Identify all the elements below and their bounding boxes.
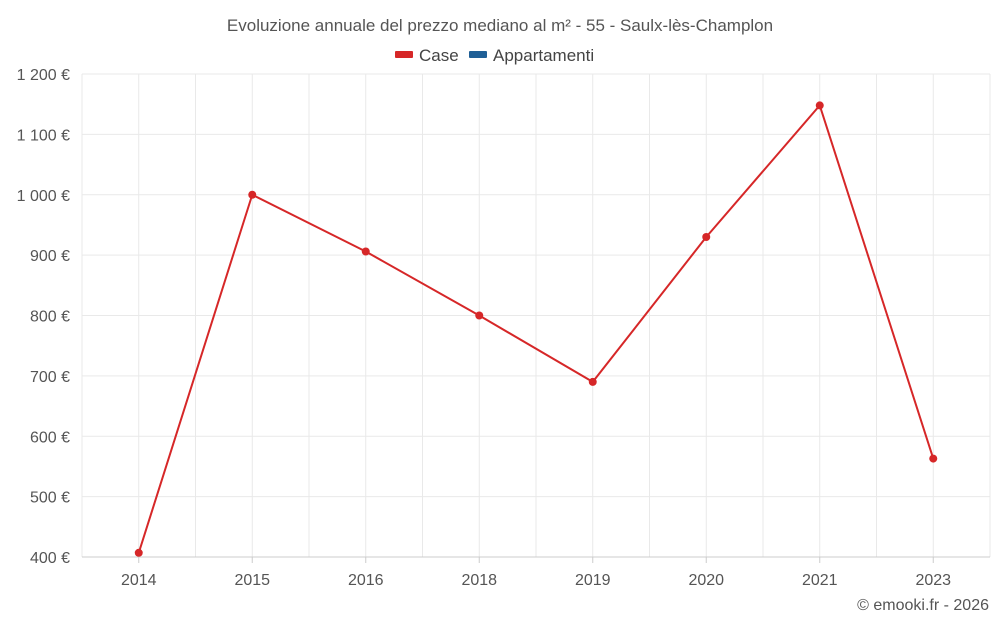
credit-text: © emooki.fr - 2026 (857, 597, 989, 614)
y-tick-label: 1 100 € (17, 127, 70, 144)
x-axis-labels: 2014 2015 2016 2018 2019 2020 2021 2023 (121, 572, 951, 589)
y-tick-label: 500 € (30, 490, 70, 507)
y-tick-label: 1 200 € (17, 67, 70, 84)
data-point-case[interactable] (134, 548, 143, 557)
data-point-case[interactable] (475, 311, 484, 320)
x-tick-label: 2016 (348, 572, 384, 589)
legend-item-case[interactable]: Case (395, 46, 459, 65)
legend: Case Appartamenti (395, 46, 594, 65)
x-tick-label: 2023 (915, 572, 951, 589)
legend-item-appartamenti[interactable]: Appartamenti (469, 46, 594, 65)
y-tick-label: 600 € (30, 429, 70, 446)
legend-swatch-appartamenti (469, 51, 487, 58)
legend-swatch-case (395, 51, 413, 58)
data-point-case[interactable] (702, 233, 711, 242)
legend-label-case: Case (419, 46, 459, 65)
data-point-case[interactable] (815, 101, 824, 110)
x-tick-label: 2021 (802, 572, 838, 589)
y-tick-label: 800 € (30, 309, 70, 326)
data-point-case[interactable] (361, 247, 370, 256)
x-tick-label: 2014 (121, 572, 157, 589)
series-layer (134, 101, 938, 557)
legend-label-appartamenti: Appartamenti (493, 46, 594, 65)
series-line-case (137, 104, 935, 554)
y-tick-label: 700 € (30, 369, 70, 386)
y-tick-label: 900 € (30, 248, 70, 265)
data-point-case[interactable] (929, 454, 938, 463)
x-tick-label: 2018 (461, 572, 497, 589)
y-axis-labels: 400 € 500 € 600 € 700 € 800 € 900 € 1 000 € 1 1… (17, 67, 70, 567)
x-tick-label: 2020 (688, 572, 724, 589)
data-point-case[interactable] (248, 190, 257, 199)
chart-title: Evoluzione annuale del prezzo mediano al… (227, 16, 773, 35)
x-tick-label: 2015 (234, 572, 270, 589)
x-tick-label: 2019 (575, 572, 611, 589)
data-point-case[interactable] (588, 377, 597, 386)
grid (81, 73, 991, 563)
y-tick-label: 400 € (30, 550, 70, 567)
y-tick-label: 1 000 € (17, 188, 70, 205)
